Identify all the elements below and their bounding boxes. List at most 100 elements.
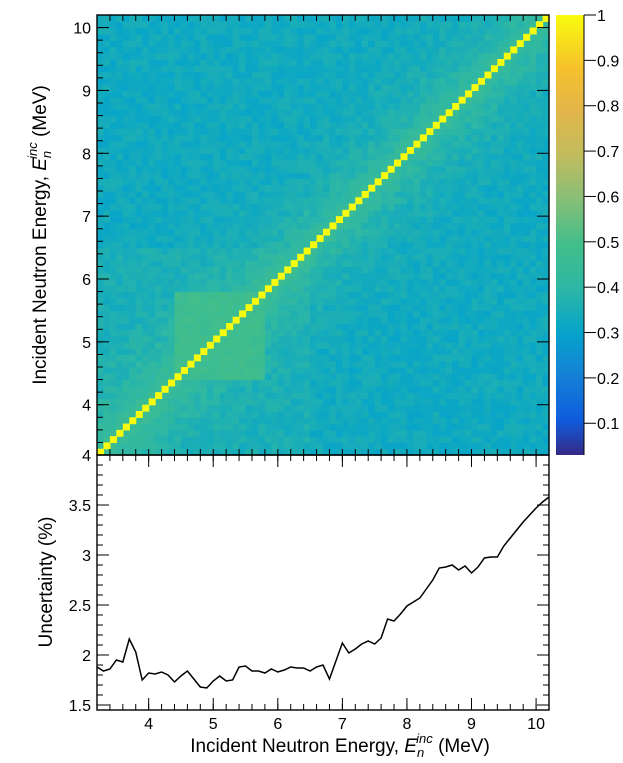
heatmap-cell [232,134,240,142]
heatmap-cell [471,316,479,324]
heatmap-cell [361,153,369,161]
heatmap-cell [374,103,382,110]
heatmap-cell [374,266,382,274]
heatmap-cell [348,404,356,412]
heatmap-cell [387,184,395,192]
heatmap-cell [264,109,272,117]
heatmap-cell [323,316,331,324]
heatmap-cell [355,297,363,305]
heatmap-cell [251,348,260,356]
heatmap-cell [452,398,460,406]
heatmap-cell [193,335,201,343]
heatmap-cell [284,279,292,286]
heatmap-cell [258,247,266,255]
heatmap-cell [116,304,124,312]
heatmap-cell [484,216,492,224]
heatmap-cell [109,448,117,456]
heatmap-cell [348,109,356,117]
heatmap-cell [271,323,279,330]
heatmap-diagonal-cell [251,297,260,305]
heatmap-cell [122,260,130,268]
heatmap-cell [284,103,292,110]
heatmap-cell [290,235,298,242]
heatmap-cell [109,90,117,98]
heatmap-cell [103,310,111,318]
heatmap-cell [239,197,247,205]
heatmap-cell [193,272,201,280]
heatmap-cell [264,436,272,444]
heatmap-cell [490,96,498,104]
heatmap-cell [335,77,343,85]
heatmap-cell [148,373,156,381]
heatmap-cell [200,121,208,129]
heatmap-cell [426,77,434,85]
heatmap-cell [516,360,524,368]
heatmap-cell [471,222,479,230]
heatmap-cell [155,348,163,356]
heatmap-cell [135,272,143,280]
heatmap-cell [510,203,518,211]
heatmap-diagonal-cell [484,71,492,79]
heatmap-cell [200,266,208,274]
heatmap-cell [323,191,331,198]
heatmap-cell [122,379,130,387]
heatmap-cell [271,316,279,324]
heatmap-cell [155,115,163,123]
heatmap-cell [97,417,105,425]
heatmap-cell [497,27,505,35]
heatmap-cell [245,121,253,129]
heatmap-cell [536,291,544,299]
heatmap-cell [342,222,350,230]
heatmap-cell [536,140,544,148]
heatmap-cell [335,260,343,268]
heatmap-cell [458,203,466,211]
heatmap-cell [432,348,440,356]
heatmap-cell [484,417,492,425]
heatmap-cell [245,411,253,418]
heatmap-cell [426,392,434,400]
heatmap-cell [97,228,105,236]
heatmap-cell [174,153,182,161]
heatmap-cell [180,373,188,381]
heatmap-cell [361,323,369,330]
heatmap-cell [503,448,511,456]
heatmap-cell [219,385,227,393]
heatmap-cell [342,77,350,85]
heatmap-cell [264,404,272,412]
heatmap-cell [226,172,234,180]
heatmap-cell [219,159,227,167]
heatmap-cell [239,297,247,305]
heatmap-diagonal-cell [284,266,292,274]
heatmap-diagonal-cell [245,304,253,312]
heatmap-cell [245,128,253,136]
heatmap-cell [226,84,234,92]
heatmap-cell [271,266,279,274]
heatmap-cell [452,247,460,255]
heatmap-cell [484,291,492,299]
heatmap-cell [477,335,486,343]
heatmap-cell [226,253,234,261]
heatmap-cell [148,253,156,261]
heatmap-cell [426,52,434,60]
heatmap-cell [484,191,492,198]
heatmap-cell [251,165,260,173]
heatmap-cell [142,203,150,211]
heatmap-cell [245,404,253,412]
heatmap-cell [213,379,221,387]
heatmap-cell [232,367,240,374]
heatmap-cell [516,27,524,35]
heatmap-cell [187,341,195,349]
heatmap-cell [406,128,414,136]
heatmap-cell [310,404,318,412]
heatmap-cell [342,241,350,249]
heatmap-cell [329,310,337,318]
heatmap-cell [310,178,318,186]
heatmap-cell [323,360,331,368]
heatmap-cell [374,27,382,35]
heatmap-cell [200,71,208,79]
heatmap-cell [271,411,279,418]
heatmap-cell [290,266,298,274]
heatmap-cell [458,253,466,261]
heatmap-cell [258,279,266,286]
heatmap-cell [400,216,408,224]
